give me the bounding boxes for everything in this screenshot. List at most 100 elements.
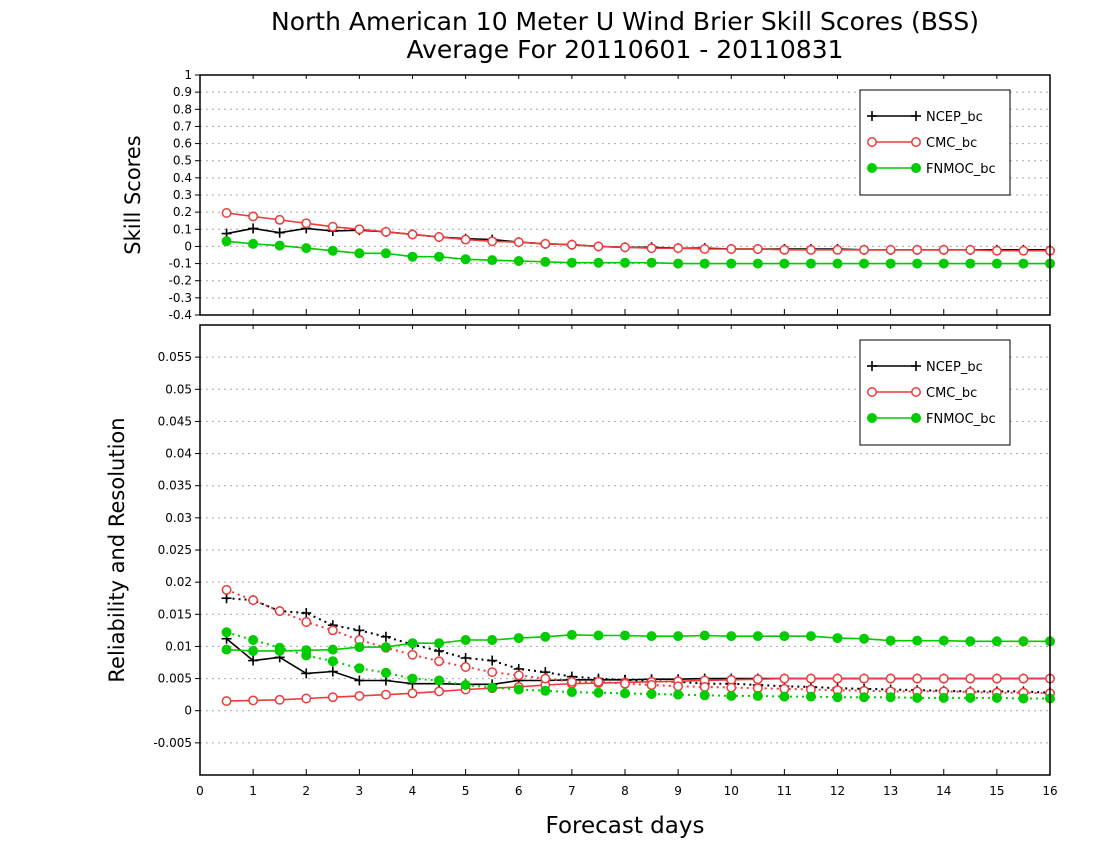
data-point (991, 692, 1002, 703)
data-point (274, 642, 285, 653)
data-point (859, 673, 870, 684)
data-point (726, 631, 737, 642)
legend-marker (911, 413, 921, 423)
data-point (460, 662, 471, 672)
legend-marker (867, 361, 877, 371)
data-point (885, 692, 896, 703)
data-point (752, 244, 763, 254)
data-point (407, 649, 418, 660)
data-point (434, 656, 445, 667)
data-point (726, 682, 737, 693)
data-point (726, 258, 737, 269)
data-point (221, 584, 232, 595)
skill-score-panel: -0.4 -0.3 -0.2 -0.1 0 0.1 0.2 0.3 0.4 0.5 0.6 0.7 0.… (169, 68, 1055, 322)
data-point (354, 248, 365, 259)
data-point (938, 692, 949, 703)
data-point (380, 667, 391, 678)
data-point (965, 636, 976, 647)
y-tick-label: 0.035 (158, 479, 192, 493)
legend-marker (867, 163, 877, 173)
data-point (1018, 245, 1029, 256)
y-tick-label: 0.9 (173, 85, 192, 99)
data-point (513, 633, 524, 644)
data-point (434, 638, 445, 649)
y-tick-label: 0 (184, 704, 192, 718)
data-point (540, 238, 551, 249)
data-point (593, 687, 604, 698)
data-point (646, 243, 657, 254)
chart-title: North American 10 Meter U Wind Brier Ski… (271, 7, 979, 36)
data-point (566, 239, 577, 250)
series-line-CMC_bc (226, 212, 1050, 252)
data-point (752, 690, 763, 701)
data-point (620, 257, 630, 268)
data-point (380, 226, 391, 237)
chart-subtitle: Average For 20110601 - 20110831 (406, 35, 843, 64)
data-point (646, 257, 657, 268)
data-point (301, 243, 312, 254)
y-tick-label: 0.3 (173, 188, 192, 202)
data-point (1018, 258, 1029, 269)
data-point (699, 681, 710, 692)
data-point (805, 673, 816, 684)
data-point (673, 631, 684, 642)
data-point (566, 257, 577, 268)
x-tick-label: 3 (356, 784, 364, 798)
data-point (991, 258, 1002, 269)
data-point (221, 236, 232, 247)
data-point (885, 244, 896, 255)
data-point (938, 673, 949, 684)
data-point (938, 244, 949, 255)
y-tick-label: -0.4 (169, 308, 192, 322)
data-point (274, 227, 285, 238)
data-point (221, 627, 232, 638)
x-tick-label: 6 (515, 784, 523, 798)
data-point (513, 237, 524, 248)
data-point (301, 617, 312, 627)
data-point (540, 685, 551, 696)
y-axis-label-top: Skill Scores (121, 135, 145, 254)
data-point (938, 635, 949, 646)
data-point (620, 688, 630, 699)
data-point (327, 625, 338, 636)
data-point (699, 244, 710, 254)
data-point (407, 638, 418, 649)
legend: NCEP_bc CMC_bc FNMOC_bc (859, 339, 1011, 446)
data-point (301, 693, 312, 704)
data-point (540, 256, 551, 267)
legend-marker (911, 137, 921, 147)
data-point (354, 675, 365, 686)
data-point (752, 258, 763, 269)
y-tick-label: 0.045 (158, 414, 192, 428)
data-point (779, 244, 790, 255)
legend-label: CMC_bc (926, 136, 977, 151)
data-point (859, 258, 870, 269)
data-point (859, 692, 870, 703)
x-tick-label: 8 (621, 784, 629, 798)
data-point (859, 244, 870, 255)
legend-marker (911, 387, 921, 397)
data-point (327, 221, 338, 232)
y-tick-label: 0.015 (158, 607, 192, 621)
data-point (673, 243, 684, 254)
data-point (248, 635, 259, 645)
data-point (301, 668, 312, 679)
data-point (593, 630, 604, 641)
legend-marker (911, 163, 921, 173)
data-point (327, 692, 338, 703)
x-axis-label: Forecast days (546, 813, 705, 839)
data-point (805, 691, 816, 702)
legend-label: FNMOC_bc (926, 162, 996, 177)
x-tick-label: 5 (462, 784, 470, 798)
y-tick-label: 0.025 (158, 543, 192, 557)
y-tick-label: 0.03 (165, 511, 192, 525)
data-point (1018, 636, 1029, 647)
y-tick-label: -0.005 (153, 736, 192, 750)
series-line-FNMOC_bc-resolution (226, 631, 1050, 700)
y-tick-label: 0.5 (173, 154, 192, 168)
x-tick-label: 16 (1042, 784, 1057, 798)
data-point (301, 218, 312, 229)
y-tick-label: 0.04 (165, 447, 192, 461)
legend-marker (911, 361, 921, 371)
data-point (991, 673, 1002, 684)
